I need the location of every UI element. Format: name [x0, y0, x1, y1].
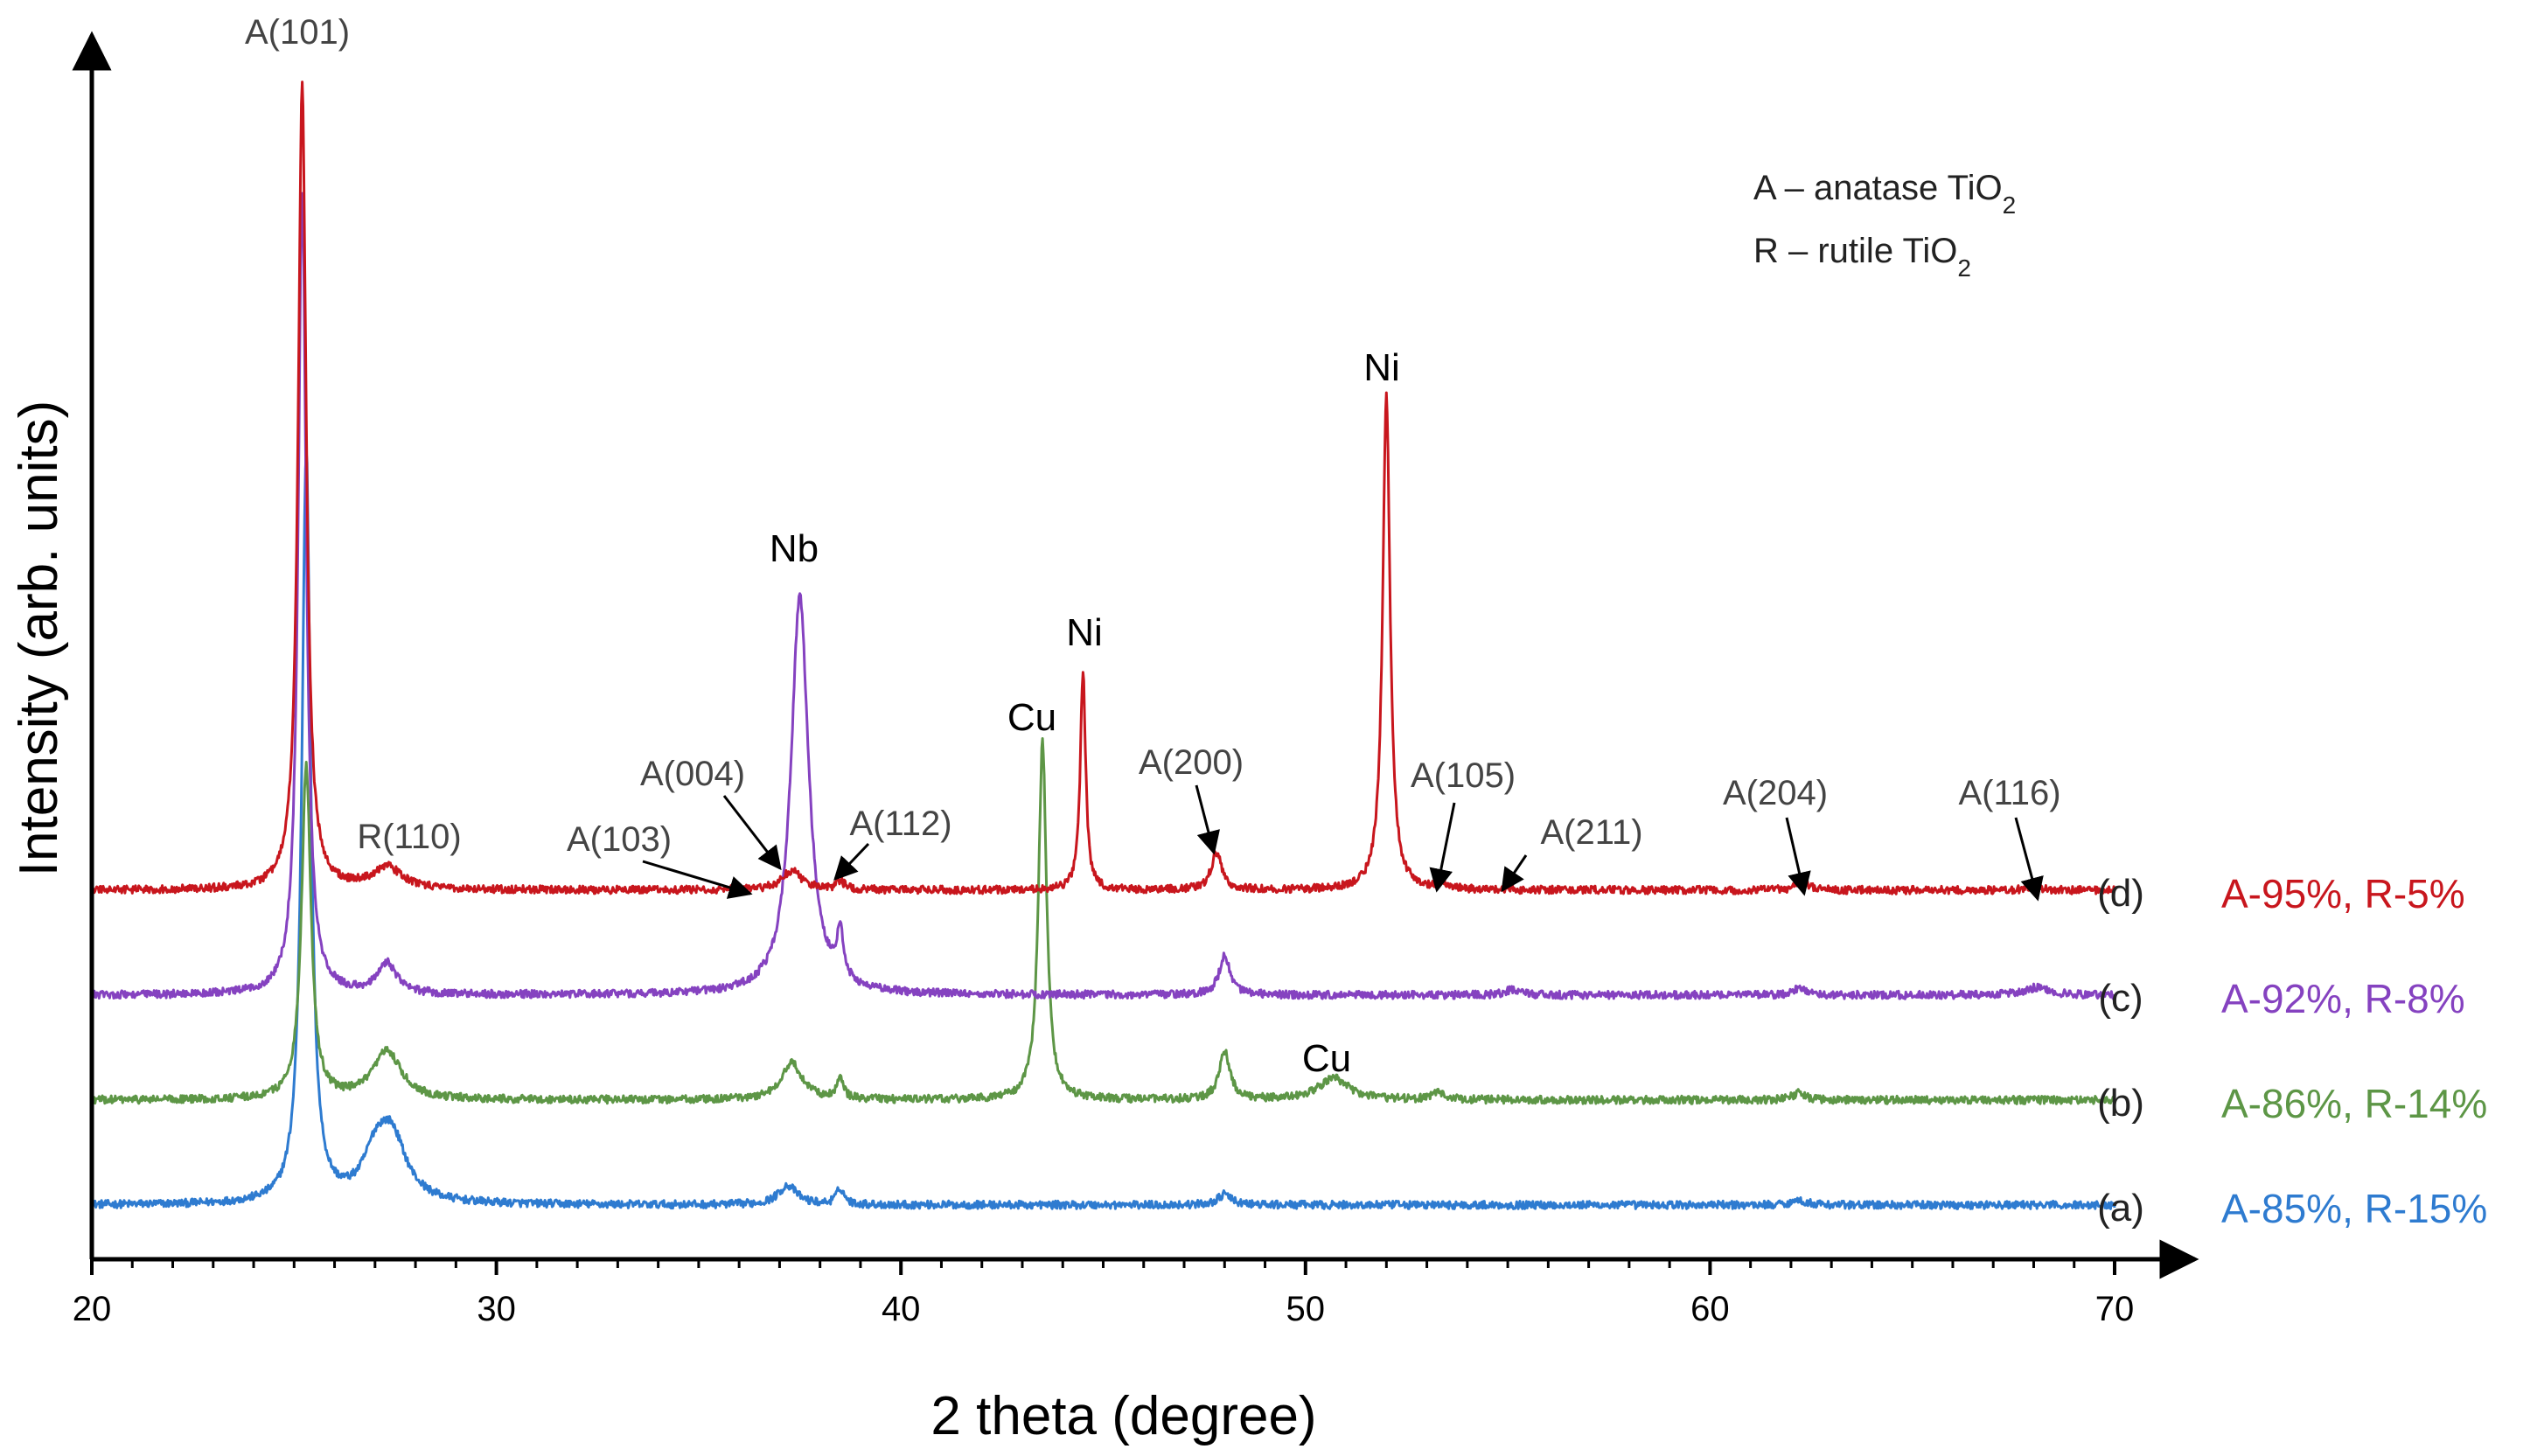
- peak-label-a204: A(204): [1723, 774, 1828, 812]
- peak-label-a116: A(116): [1958, 774, 2060, 812]
- x-tick-label: 60: [1690, 1290, 1730, 1328]
- arrow-a204: [1785, 817, 1811, 896]
- series-line-d: [90, 80, 2116, 895]
- composition-b: A-86%, R-14%: [2221, 1081, 2487, 1126]
- arrow-a200: [1195, 784, 1220, 855]
- series-line-c: [90, 192, 2116, 1000]
- phase-label-nb: Nb: [770, 527, 819, 570]
- phase-label-ni-large: Ni: [1363, 346, 1400, 389]
- composition-c: A-92%, R-8%: [2221, 976, 2465, 1021]
- composition-a: A-85%, R-15%: [2221, 1186, 2487, 1231]
- x-tick-label: 40: [882, 1290, 921, 1328]
- curve-id-c: (c): [2098, 977, 2143, 1020]
- arrow-a004: [722, 795, 782, 871]
- curve-id-d: (d): [2097, 872, 2144, 915]
- x-axis-title: 2 theta (degree): [930, 1386, 1316, 1446]
- peak-label-a200: A(200): [1139, 743, 1244, 782]
- peak-label-a112: A(112): [849, 805, 951, 843]
- x-tick-label: 20: [73, 1290, 112, 1328]
- curve-id-b: (b): [2097, 1082, 2144, 1125]
- curve-id-a: (a): [2097, 1187, 2144, 1230]
- legend-rutile: R – rutile TiO2: [1753, 232, 1971, 282]
- peak-label-a103: A(103): [567, 820, 672, 859]
- phase-label-cu-small: Cu: [1302, 1037, 1351, 1080]
- arrow-a103: [642, 860, 753, 899]
- legend-anatase: A – anatase TiO2: [1753, 169, 2016, 219]
- x-tick-label: 70: [2095, 1290, 2135, 1328]
- series-line-a: [91, 449, 2116, 1210]
- x-tick-label: 30: [477, 1290, 516, 1328]
- phase-label-cu-main: Cu: [1007, 696, 1056, 739]
- phase-label-ni-small: Ni: [1066, 611, 1103, 654]
- y-axis-title: Intensity (arb. units): [9, 401, 69, 876]
- series-line-b: [90, 737, 2115, 1105]
- series-layer: [90, 80, 2116, 1210]
- composition-d: A-95%, R-5%: [2221, 871, 2465, 916]
- arrow-a105: [1429, 802, 1456, 893]
- annotation-arrows: [642, 784, 2044, 902]
- peak-label-a101: A(101): [245, 13, 350, 52]
- peak-label-a105: A(105): [1411, 756, 1516, 795]
- peak-label-r110: R(110): [357, 818, 461, 856]
- arrow-a211: [1501, 854, 1528, 893]
- arrow-a116: [2014, 817, 2044, 902]
- peak-label-a004: A(004): [640, 755, 745, 793]
- arrow-a112: [833, 842, 870, 881]
- x-ticks: 20 30 40 50 60 70: [73, 1259, 2135, 1328]
- peak-label-a211: A(211): [1540, 813, 1642, 852]
- x-tick-label: 50: [1286, 1290, 1326, 1328]
